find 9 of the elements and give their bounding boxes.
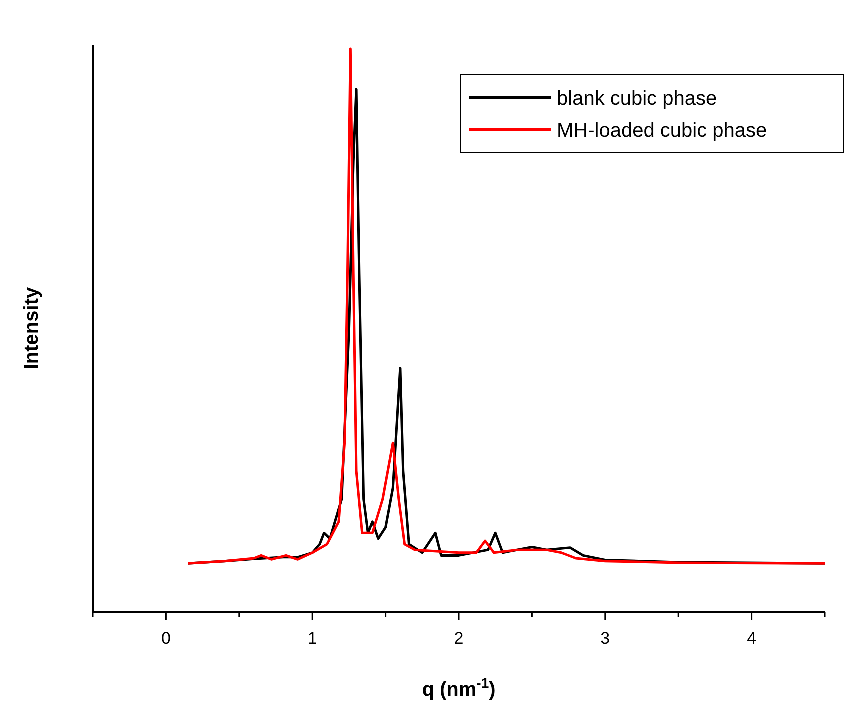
- x-tick-label: 1: [308, 629, 318, 648]
- x-tick-label: 2: [454, 629, 464, 648]
- legend-label: blank cubic phase: [557, 88, 718, 110]
- x-tick-label: 3: [600, 629, 610, 648]
- x-axis-title: q (nm$^{-1}$): [422, 675, 496, 701]
- y-axis-title: Intensity: [21, 286, 43, 370]
- legend-label: MH-loaded cubic phase: [557, 120, 768, 142]
- x-tick-label: 0: [161, 629, 171, 648]
- x-tick-label: 4: [747, 629, 757, 648]
